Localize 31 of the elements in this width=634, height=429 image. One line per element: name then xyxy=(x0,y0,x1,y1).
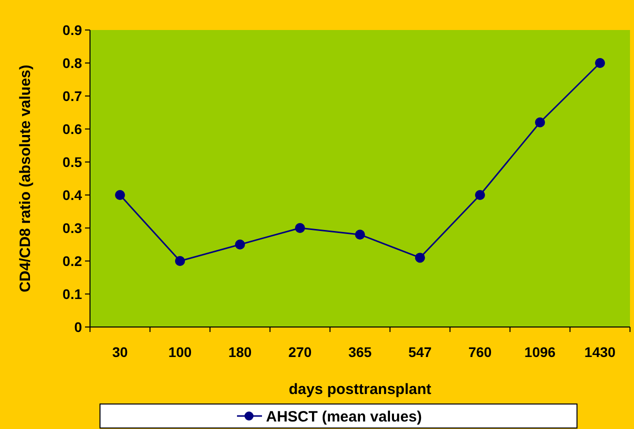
y-tick-label: 0 xyxy=(74,318,82,335)
y-tick-label: 0.2 xyxy=(62,252,82,269)
point xyxy=(355,230,365,240)
y-tick-label: 0.3 xyxy=(62,220,82,236)
x-tick-label: 760 xyxy=(468,344,492,360)
legend-label: AHSCT (mean values) xyxy=(266,408,422,426)
x-axis-title: days posttransplant xyxy=(288,381,432,398)
point xyxy=(415,252,425,263)
x-tick-label: 180 xyxy=(228,344,252,360)
y-tick-label: 0.6 xyxy=(62,120,82,137)
y-tick-label: 0.1 xyxy=(62,286,82,302)
y-tick-label: 0.4 xyxy=(62,186,82,203)
point xyxy=(115,190,125,200)
point xyxy=(595,58,605,68)
point xyxy=(295,223,305,233)
y-tick-label: 0.5 xyxy=(62,154,82,170)
point xyxy=(535,117,545,128)
x-tick-label: 365 xyxy=(348,344,372,360)
x-tick-label: 30 xyxy=(112,344,128,360)
y-axis-title: CD4/CD8 ratio (absolute values) xyxy=(17,64,34,292)
x-tick-label: 100 xyxy=(168,344,192,360)
x-tick-label: 547 xyxy=(408,344,432,360)
point xyxy=(175,256,185,266)
x-tick-label: 1096 xyxy=(524,344,556,360)
x-tick-label: 1430 xyxy=(584,344,616,360)
point xyxy=(235,240,245,250)
y-tick-label: 0.9 xyxy=(62,22,82,38)
y-tick-label: 0.8 xyxy=(62,54,82,71)
x-tick-label: 270 xyxy=(288,344,312,360)
point xyxy=(475,190,485,200)
y-tick-label: 0.7 xyxy=(62,88,82,104)
